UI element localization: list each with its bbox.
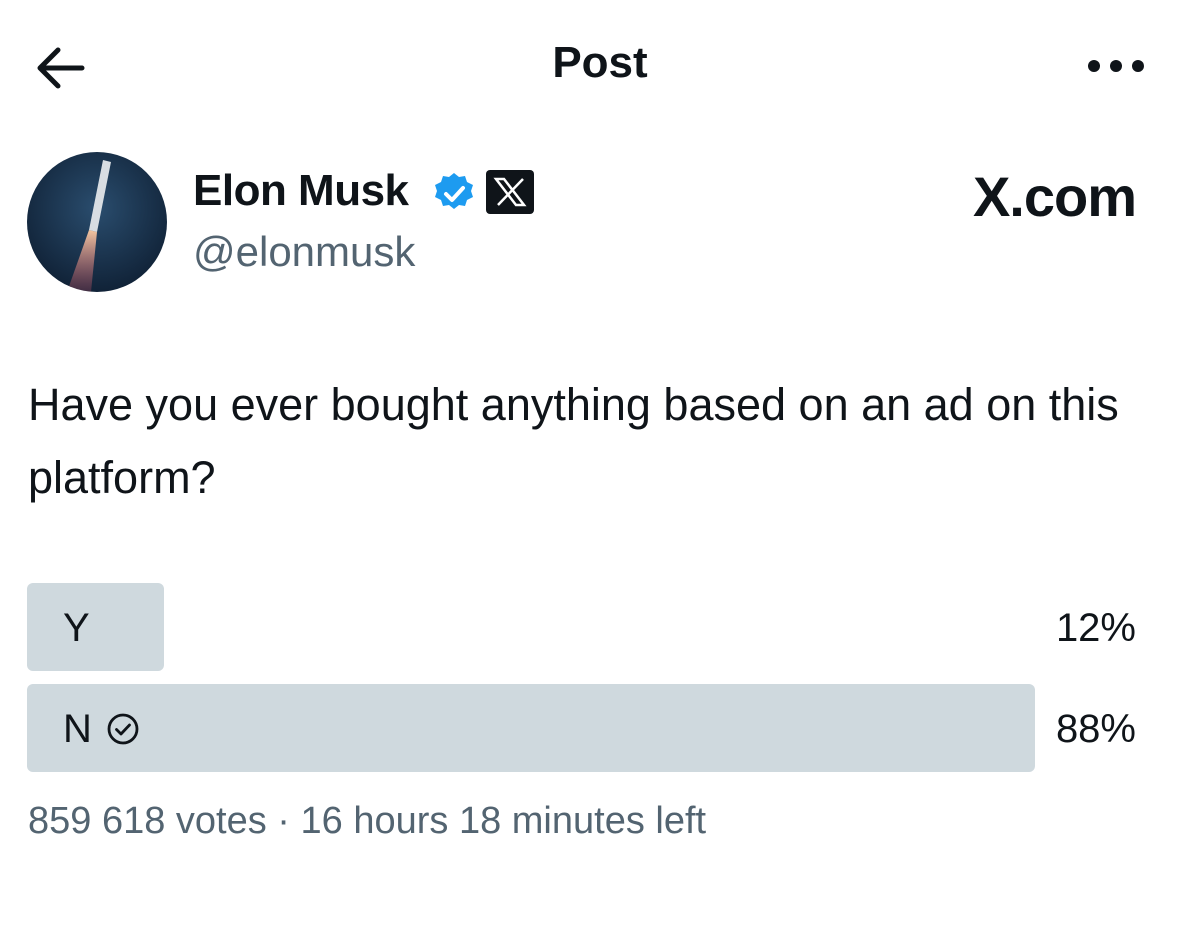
page-title: Post (552, 38, 648, 87)
selected-check (107, 713, 139, 745)
author-name[interactable]: Elon Musk (193, 166, 409, 215)
poll-footer: 859 618 votes · 16 hours 18 minutes left (28, 800, 707, 842)
poll-option: Y 12% (27, 583, 1172, 671)
option-label: N (63, 707, 92, 751)
avatar[interactable] (27, 152, 167, 292)
post-text: Have you ever bought anything based on a… (28, 379, 1119, 503)
option-label-wrap: Y (63, 583, 90, 673)
site-label: X.com (972, 165, 1137, 228)
more-button[interactable] (1086, 58, 1146, 74)
poll-option: N 88% (27, 684, 1172, 772)
badges (435, 170, 534, 214)
option-label-wrap: N (63, 684, 140, 774)
poll: Y 12% N 88% (27, 583, 1172, 785)
option-percent: 12% (1055, 606, 1136, 650)
poll-bar (27, 583, 165, 671)
back-button[interactable] (34, 46, 86, 90)
option-label: Y (63, 606, 90, 650)
option-percent: 88% (1055, 707, 1136, 751)
author-handle[interactable]: @elonmusk (193, 228, 416, 275)
poll-bar (27, 684, 1035, 772)
